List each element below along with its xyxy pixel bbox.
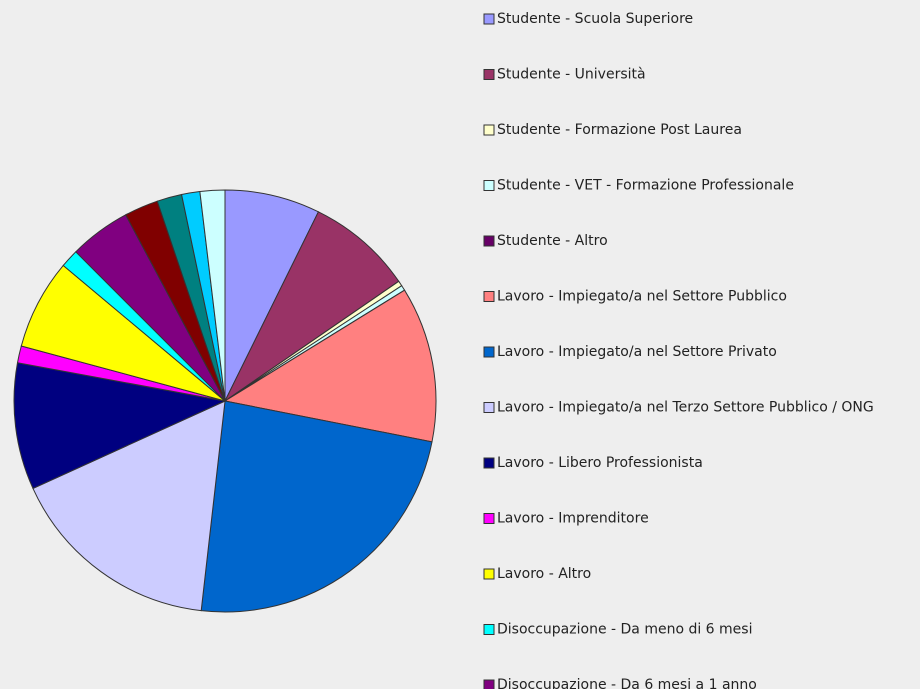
legend-label: Lavoro - Libero Professionista	[497, 455, 703, 471]
legend-swatch	[483, 291, 495, 302]
legend-swatch	[483, 513, 495, 524]
pie-slice	[200, 400, 433, 613]
legend-swatch	[483, 624, 495, 635]
legend-label: Lavoro - Altro	[497, 566, 591, 582]
pie-slice	[223, 211, 400, 403]
legend-swatch	[483, 457, 495, 469]
legend-swatch	[483, 402, 495, 413]
legend-label: Studente - VET - Formazione Professional…	[497, 178, 794, 194]
legend-label: Lavoro - Impiegato/a nel Settore Privato	[497, 344, 777, 360]
legend-label: Lavoro - Impiegato/a nel Terzo Settore P…	[497, 400, 874, 416]
legend-label: Studente - Scuola Superiore	[497, 11, 693, 27]
legend-label: Lavoro - Impiegato/a nel Settore Pubblic…	[497, 289, 787, 305]
legend-swatch	[483, 346, 495, 358]
pie-slice	[32, 400, 226, 612]
legend-swatch	[483, 69, 495, 80]
pie-slice	[199, 189, 226, 402]
legend-swatch	[483, 568, 495, 580]
legend-swatch	[483, 679, 495, 689]
legend-label: Disoccupazione - Da 6 mesi a 1 anno	[497, 677, 757, 689]
legend-label: Disoccupazione - Da meno di 6 mesi	[497, 622, 752, 638]
legend-label: Lavoro - Imprenditore	[497, 511, 649, 527]
legend-swatch	[483, 235, 495, 247]
legend-label: Studente - Altro	[497, 233, 608, 249]
pie-slice	[223, 289, 437, 443]
pie-slice	[13, 362, 227, 490]
legend-swatch	[483, 124, 495, 136]
legend-swatch	[483, 13, 495, 25]
legend-swatch	[483, 180, 495, 191]
legend-label: Studente - Formazione Post Laurea	[497, 122, 742, 138]
legend-label: Studente - Università	[497, 67, 646, 83]
